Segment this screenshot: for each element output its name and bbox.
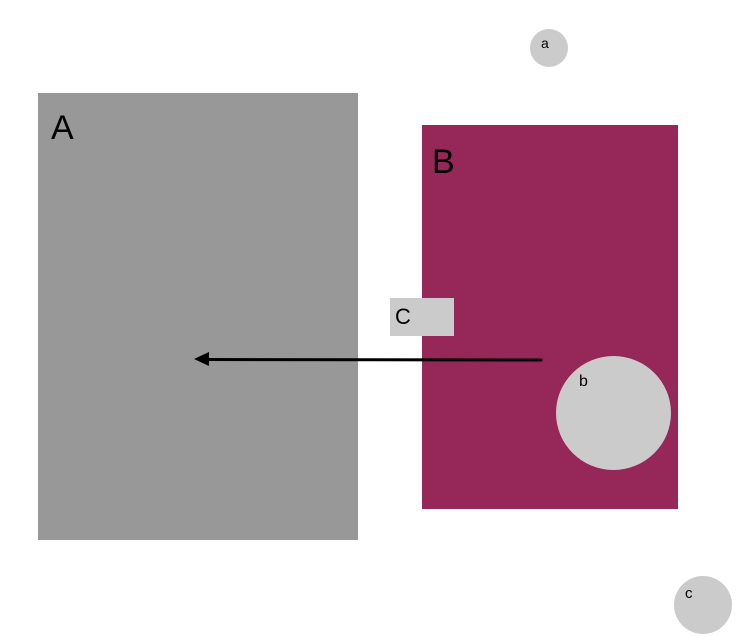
rectangle-c: C [390,298,454,336]
circle-b: b [556,356,671,470]
circle-c-label: c [685,585,693,602]
arrow-head [194,352,209,366]
rectangle-a: A [38,93,358,540]
circle-a-label: a [541,35,549,51]
circle-b-label: b [579,373,588,390]
arrow-shaft [204,358,543,362]
rectangle-a-label: A [51,109,74,147]
rectangle-c-label: C [395,304,411,329]
rectangle-b-label: B [432,143,455,181]
circle-a: a [530,29,568,67]
circle-c: c [674,576,732,634]
